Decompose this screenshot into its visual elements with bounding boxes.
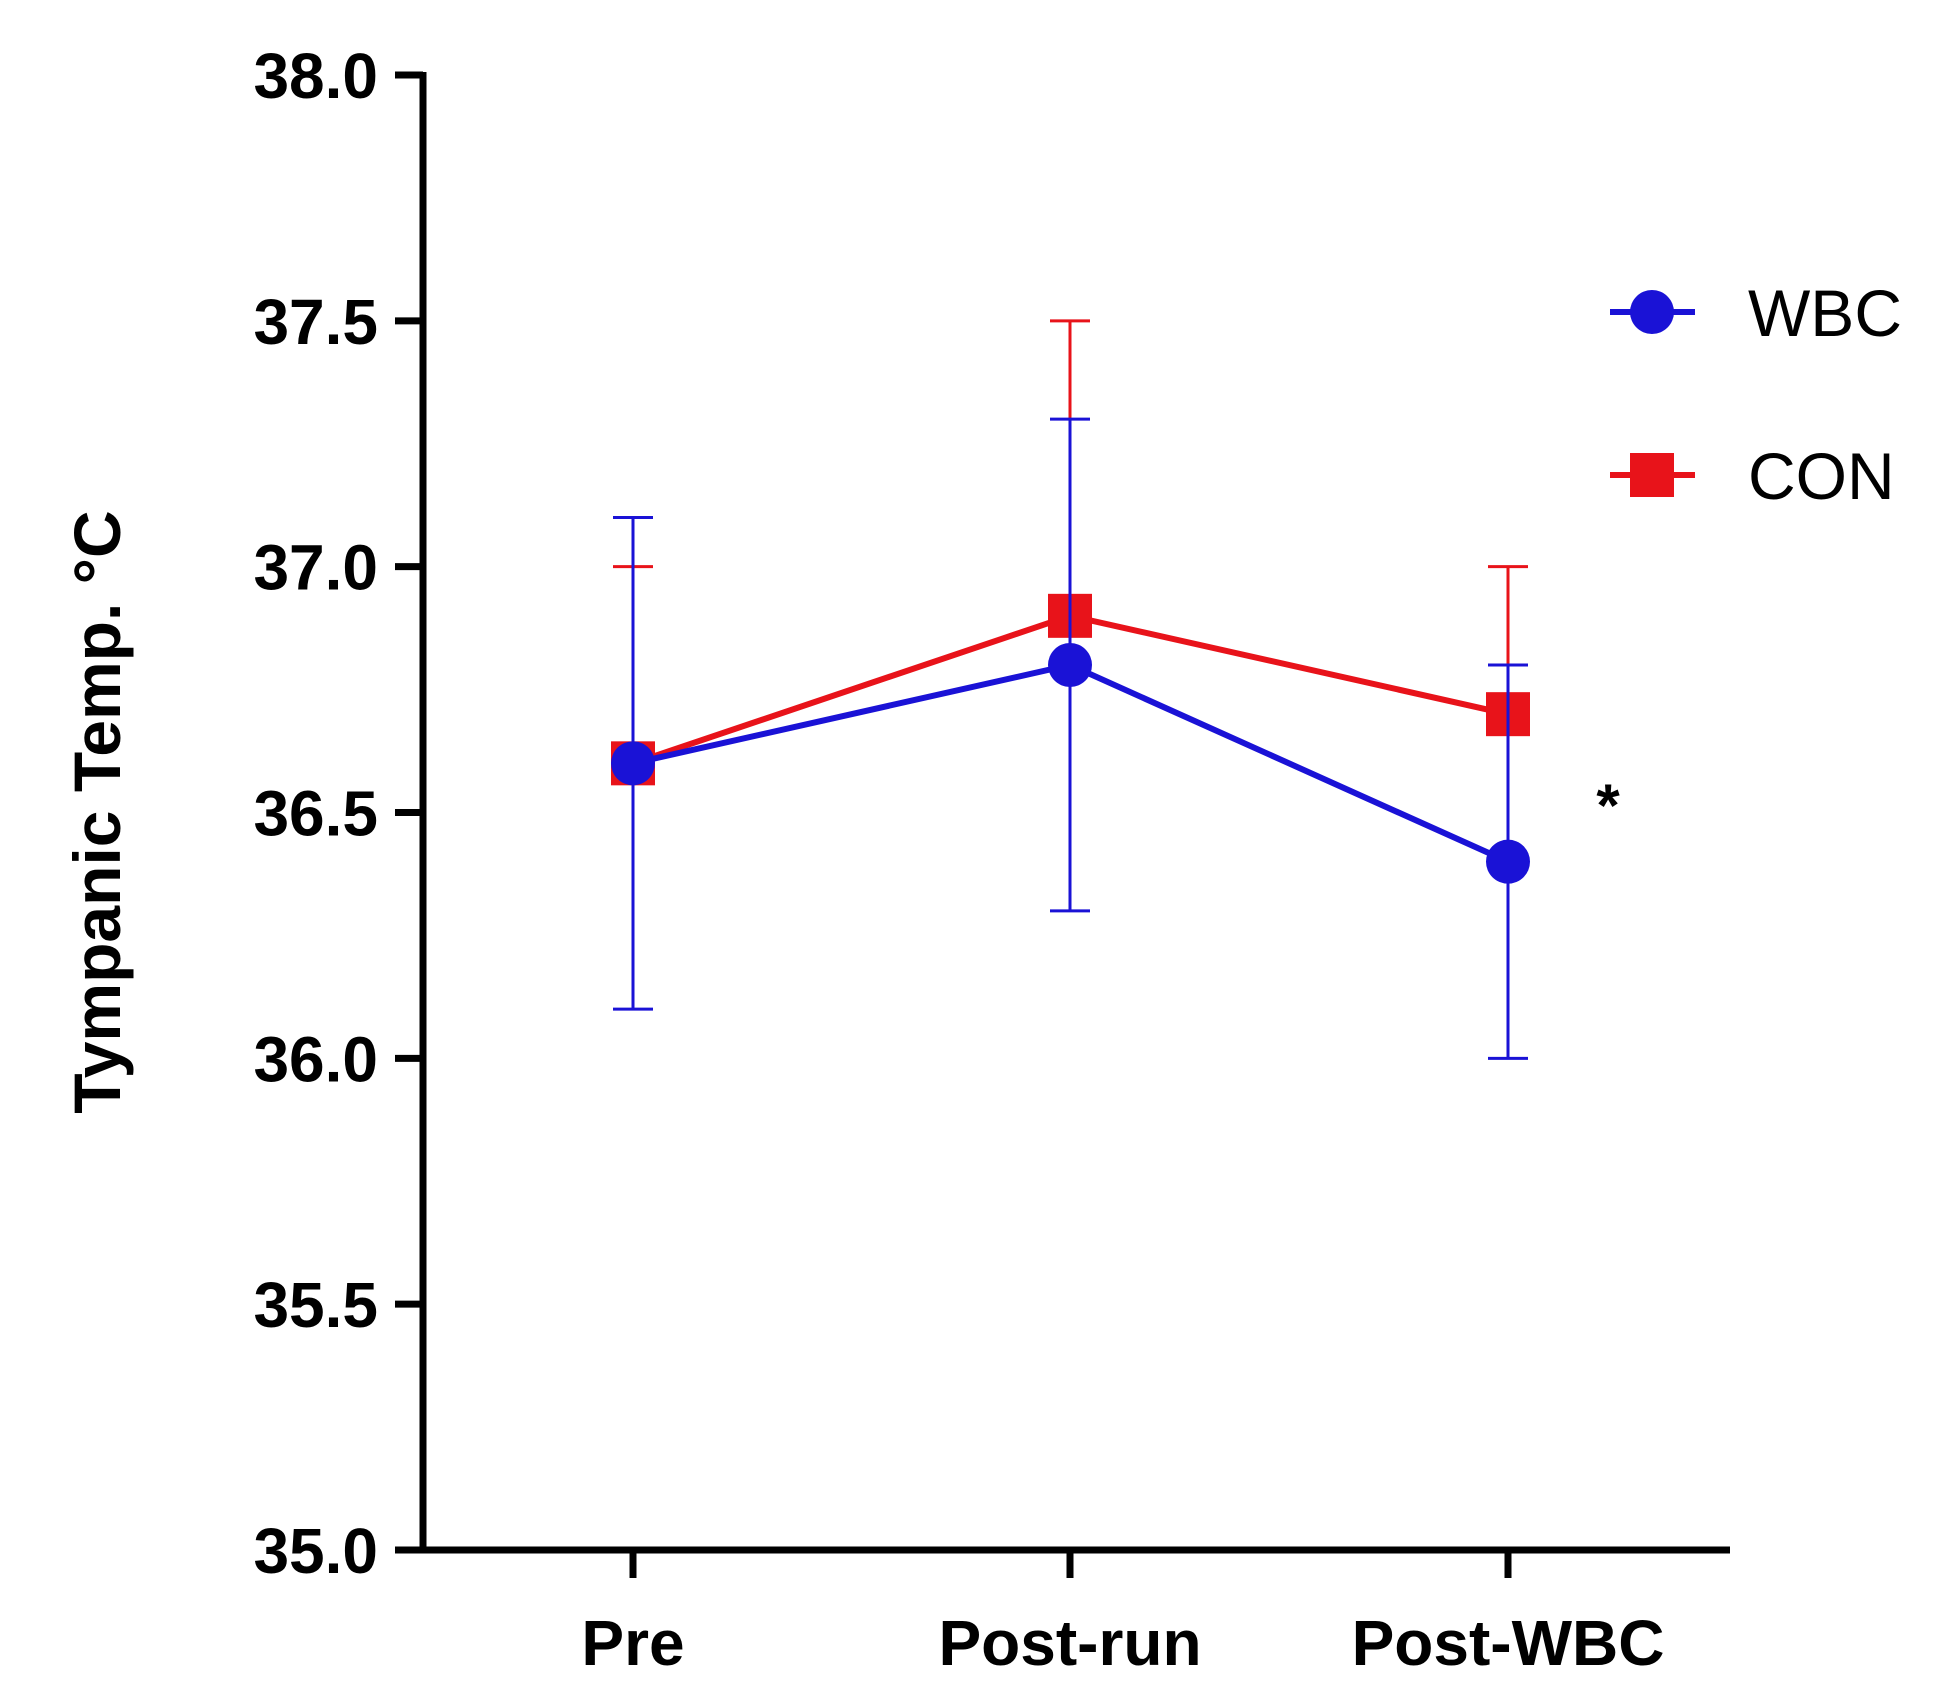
- data-point-wbc: [611, 741, 655, 786]
- x-tick-label: Pre: [581, 1607, 684, 1679]
- x-tick-label: Post-run: [938, 1607, 1201, 1679]
- series-wbc: [611, 417, 1530, 1060]
- y-tick-label: 35.5: [253, 1269, 378, 1341]
- y-tick-label: 37.0: [253, 532, 378, 604]
- x-axis-ticks: Pre Post-run Post-WBC: [581, 1550, 1664, 1679]
- y-tick-label: 36.0: [253, 1023, 378, 1095]
- x-tick-label: Post-WBC: [1352, 1607, 1665, 1679]
- data-point-wbc: [1486, 839, 1530, 884]
- y-tick-label: 35.0: [253, 1515, 378, 1587]
- legend-item-wbc: WBC: [1610, 276, 1902, 350]
- y-tick-label: 36.5: [253, 778, 378, 850]
- legend-marker-wbc: [1630, 290, 1674, 334]
- annotation-layer: *: [1596, 772, 1620, 839]
- y-axis-ticks: 35.0 35.5 36.0 36.5 37.0 37.5 38.0: [253, 40, 423, 1587]
- legend: WBC CON: [1610, 276, 1902, 513]
- legend-marker-con: [1630, 453, 1674, 497]
- legend-item-con: CON: [1610, 439, 1895, 513]
- legend-label-wbc: WBC: [1748, 276, 1902, 350]
- significance-asterisk: *: [1596, 772, 1620, 839]
- legend-label-con: CON: [1748, 439, 1895, 513]
- series-layer: [611, 319, 1530, 1060]
- data-point-wbc: [1048, 643, 1092, 687]
- axes: [419, 72, 1730, 1554]
- y-tick-label: 37.5: [253, 286, 378, 358]
- y-axis-title: Tympanic Temp. °C: [60, 510, 134, 1113]
- y-tick-label: 38.0: [253, 40, 378, 112]
